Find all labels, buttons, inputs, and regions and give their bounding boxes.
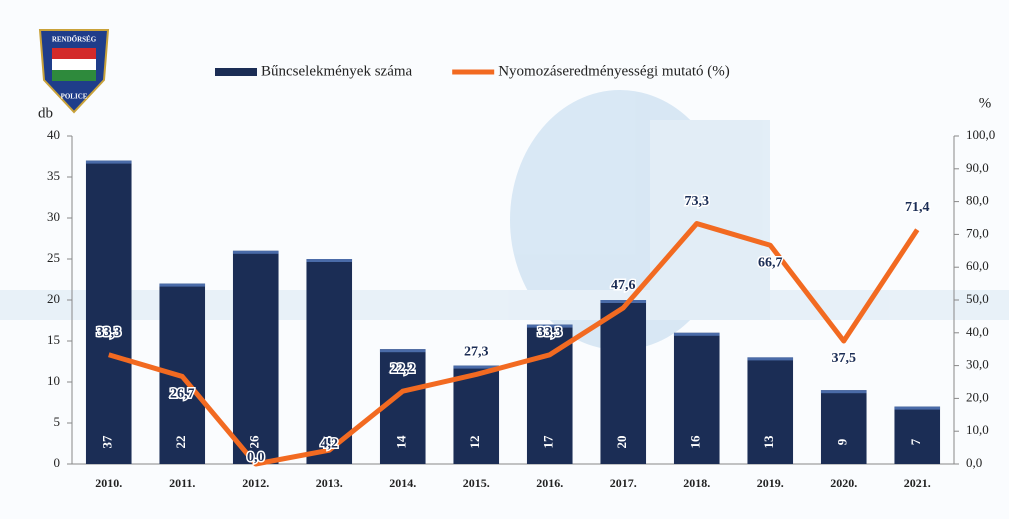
y-tick-label: 25 (47, 250, 60, 265)
line-value-label: 33,3 (97, 325, 122, 340)
x-tick-label: 2013. (316, 476, 343, 490)
y2-tick-label: 30,0 (966, 357, 989, 372)
logo-bottom-text: POLICE (61, 93, 88, 101)
y2-tick-label: 0,0 (966, 455, 982, 470)
bar-value-label: 26 (247, 435, 262, 449)
y-tick-label: 0 (54, 455, 61, 470)
y2-tick-label: 90,0 (966, 160, 989, 175)
line-value-label: 37,5 (832, 351, 857, 366)
line-value-label: 0,0 (247, 450, 265, 465)
x-tick-label: 2012. (242, 476, 269, 490)
y2-tick-label: 50,0 (966, 291, 989, 306)
line-value-label: 47,6 (611, 278, 636, 293)
bar-value-label: 13 (761, 435, 776, 449)
bar-value-label: 22 (173, 436, 188, 449)
bar (306, 259, 352, 464)
y2-tick-label: 100,0 (966, 127, 995, 142)
bar-value-label: 12 (467, 436, 482, 449)
line-value-label: 66,7 (758, 255, 783, 270)
x-tick-label: 2014. (389, 476, 416, 490)
y2-tick-label: 40,0 (966, 324, 989, 339)
x-tick-label: 2015. (463, 476, 490, 490)
line-value-label: 73,3 (685, 194, 710, 209)
y2-tick-label: 60,0 (966, 258, 989, 273)
y-tick-label: 5 (54, 414, 61, 429)
bar-value-label: 17 (541, 435, 556, 449)
bar (86, 161, 132, 464)
y2-tick-label: 70,0 (966, 225, 989, 240)
y-tick-label: 20 (47, 291, 60, 306)
x-tick-label: 2016. (536, 476, 563, 490)
bar-value-label: 37 (100, 435, 115, 449)
bar-value-label: 9 (835, 438, 850, 445)
line-value-label: 22,2 (391, 361, 416, 376)
legend-label: Bűncselekmények száma (261, 63, 413, 79)
x-tick-label: 2021. (904, 476, 931, 490)
bar-highlight (894, 407, 940, 410)
bar-highlight (674, 333, 720, 336)
y-tick-label: 30 (47, 209, 60, 224)
bar (821, 390, 867, 464)
bar-highlight (380, 349, 426, 352)
bar-value-label: 16 (688, 435, 703, 449)
line-value-label: 71,4 (905, 200, 930, 215)
bar-highlight (600, 300, 646, 303)
bar-highlight (86, 161, 132, 164)
legend-swatch (215, 68, 257, 76)
bar (233, 251, 279, 464)
x-tick-label: 2010. (95, 476, 122, 490)
bar-value-label: 20 (614, 436, 629, 449)
line-value-label: 4,2 (321, 436, 339, 451)
legend-label: Nyomozáseredményességi mutató (%) (498, 63, 730, 79)
x-tick-label: 2017. (610, 476, 637, 490)
bar-value-label: 14 (394, 435, 409, 449)
line-value-label: 33,3 (538, 325, 563, 340)
line-value-label: 27,3 (464, 345, 489, 360)
x-tick-label: 2011. (169, 476, 195, 490)
y-axis-label: db (38, 105, 53, 121)
logo-top-text: RENDŐRSÉG (52, 36, 97, 44)
bar-highlight (306, 259, 352, 262)
y-tick-label: 40 (47, 127, 60, 142)
bar-highlight (747, 357, 793, 360)
bar-value-label: 7 (908, 438, 923, 445)
x-tick-label: 2018. (683, 476, 710, 490)
y-tick-label: 15 (47, 332, 60, 347)
bar (894, 407, 940, 464)
x-tick-label: 2019. (757, 476, 784, 490)
y2-tick-label: 10,0 (966, 422, 989, 437)
bar-highlight (821, 390, 867, 393)
y-tick-label: 10 (47, 373, 60, 388)
y2-axis-label: % (979, 95, 992, 111)
bar-highlight (233, 251, 279, 254)
y2-tick-label: 80,0 (966, 193, 989, 208)
bar-highlight (159, 284, 205, 287)
chart: RENDŐRSÉG POLICE db % Bűncselekmények sz… (0, 0, 1009, 519)
x-tick-label: 2020. (830, 476, 857, 490)
y2-tick-label: 20,0 (966, 389, 989, 404)
y-tick-label: 35 (47, 168, 60, 183)
line-value-label: 26,7 (170, 387, 195, 402)
